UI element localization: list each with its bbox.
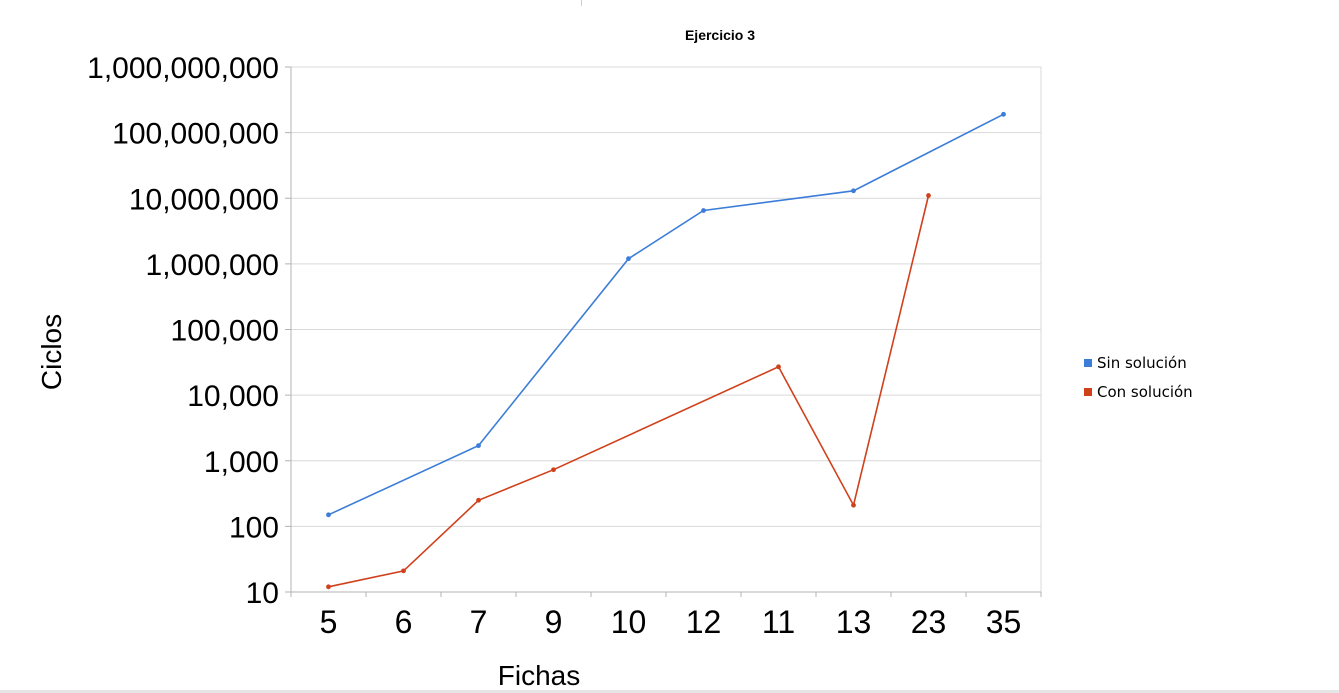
x-tick-label: 6 [395,604,413,640]
x-tick-label: 9 [545,604,563,640]
data-point [926,193,931,198]
data-point [326,512,331,518]
data-point [326,584,331,590]
y-axis-label: Ciclos [36,314,67,390]
data-point [551,467,556,473]
y-tick-label: 100,000,000 [112,118,279,151]
top-divider-tick [581,0,582,6]
legend-swatch [1084,359,1092,367]
data-point [701,208,706,213]
chart-title: Ejercicio 3 [685,27,755,43]
x-tick-label: 11 [762,604,795,640]
y-tick-labels: 10 100 1,000 10,000 100,000 1,000,000 10,000,0… [87,52,279,610]
legend-entry: Con solución [1097,383,1193,401]
data-point [401,568,406,574]
series-line-1 [328,113,1004,516]
data-point [851,188,856,194]
y-tick-label: 100 [229,511,279,544]
x-tick-labels: 5 6 7 9 10 12 11 13 23 35 [320,604,1022,640]
bottom-divider [0,690,1339,693]
x-tick-label: 12 [686,604,722,640]
x-tick-label: 5 [320,604,338,640]
axes [290,67,1042,597]
y-tick-label: 10 [246,577,279,610]
y-tick-label: 10,000,000 [129,183,279,216]
y-tick-label: 100,000 [171,315,279,348]
x-tick-label: 35 [986,604,1022,640]
legend-entry: Sin solución [1097,354,1187,372]
series-lines [326,111,1006,590]
x-tick-label: 7 [470,604,488,640]
y-tick-label: 1,000,000 [146,249,279,282]
y-tick-label: 10,000 [187,380,279,413]
x-tick-label: 23 [911,604,947,640]
x-tick-label: 10 [611,604,647,640]
y-tick-label: 1,000,000,000 [87,52,279,85]
data-point [476,443,481,449]
legend-swatch [1084,388,1092,396]
x-tick-label: 13 [836,604,872,640]
x-axis-label: Fichas [498,660,580,691]
data-point [776,364,781,370]
y-tick-label: 1,000 [204,446,279,479]
data-point [1001,111,1006,117]
data-point [851,502,856,508]
gridlines [285,66,1041,593]
legend: Sin solución Con solución [1084,354,1193,401]
data-point [626,256,631,262]
data-point [476,497,481,503]
series-line-2 [328,195,930,588]
